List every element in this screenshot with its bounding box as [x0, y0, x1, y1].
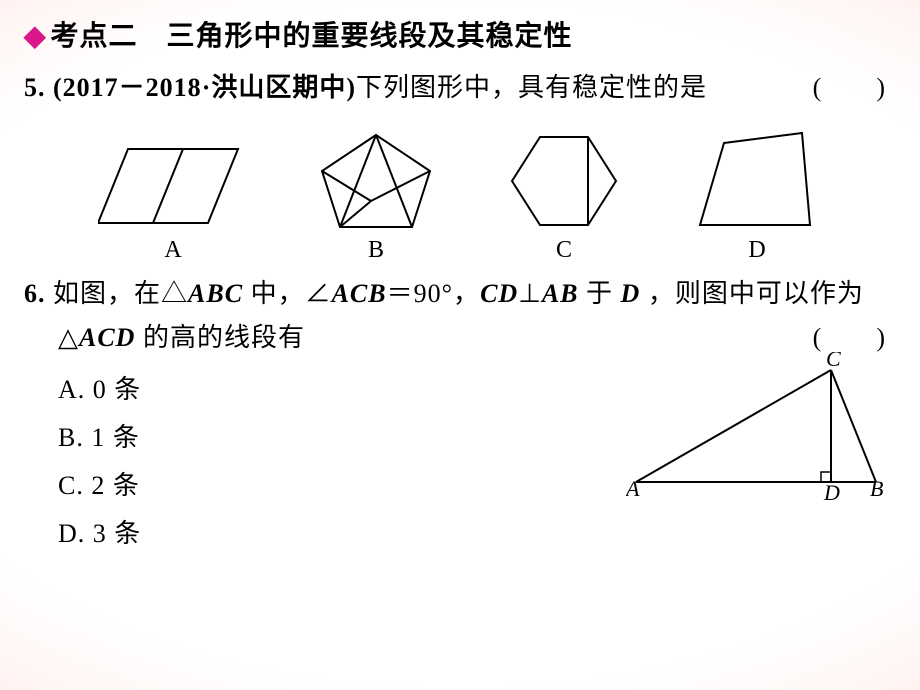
- q5-label-b: B: [368, 237, 384, 264]
- q5-option-b: B: [316, 131, 436, 264]
- q6-t1: 如图，在: [53, 279, 161, 308]
- q6-choice-d: D. 3 条: [58, 510, 896, 558]
- q5-label-d: D: [748, 237, 765, 264]
- q5-option-c: C: [504, 131, 624, 264]
- q5-stem: 5. (2017－2018·洪山区期中)下列图形中，具有稳定性的是 ( ): [24, 66, 896, 110]
- q6-end1: ，则图中可以作为: [648, 279, 864, 308]
- q5-figure-b: [316, 131, 436, 231]
- q6-fig-label-a: A: [626, 476, 640, 501]
- q5-paren: ( ): [813, 66, 886, 110]
- q6-ab: AB: [542, 279, 579, 308]
- q6-tri1: △: [161, 279, 188, 308]
- q5-number: 5.: [24, 73, 46, 102]
- q6-fig-label-c: C: [826, 352, 841, 371]
- q6-mid2: 于: [586, 279, 613, 308]
- q5-figure-d: [692, 131, 822, 231]
- q6-d: D: [621, 279, 641, 308]
- q5-src-sep: ·: [202, 73, 212, 102]
- q5-figure-c: [504, 131, 624, 231]
- q5-src-year: 2017－2018: [63, 73, 202, 102]
- q5-option-d: D: [692, 131, 822, 264]
- q6-end2: 的高的线段有: [143, 323, 305, 352]
- q6-90: 90°: [414, 279, 453, 308]
- q6-figure: A B C D: [626, 352, 886, 502]
- q6-abc: ABC: [188, 279, 243, 308]
- q6-acb: ACB: [332, 279, 387, 308]
- q6-mid1: 中，: [251, 279, 305, 308]
- q6-c1: ，: [453, 279, 480, 308]
- section-title: ◆考点二 三角形中的重要线段及其稳定性: [24, 14, 896, 54]
- q6-fig-label-b: B: [870, 476, 883, 501]
- q5-text: 下列图形中，具有稳定性的是: [356, 73, 707, 102]
- section-title-text: 考点二 三角形中的重要线段及其稳定性: [51, 21, 573, 52]
- q6-number: 6.: [24, 279, 46, 308]
- q6-tri2: △: [58, 323, 79, 352]
- q5-figure-a: [98, 141, 248, 231]
- q5-option-a: A: [98, 141, 248, 264]
- q6-angle: ∠: [305, 279, 332, 308]
- q5-src-name: 洪山区期中: [211, 73, 346, 102]
- page-content: ◆考点二 三角形中的重要线段及其稳定性 5. (2017－2018·洪山区期中)…: [0, 0, 920, 558]
- diamond-bullet: ◆: [24, 21, 47, 52]
- q6-eq: ＝: [387, 279, 414, 308]
- q5-src-close: ): [346, 73, 356, 102]
- q6-wrap: 6. 如图，在△ABC 中，∠ACB＝90°，CD⊥AB 于 D ，则图中可以作…: [24, 272, 896, 558]
- q6-fig-label-d: D: [823, 480, 840, 502]
- q5-options-row: A B C D: [64, 124, 856, 264]
- q6-cd: CD: [480, 279, 518, 308]
- q6-line1: 6. 如图，在△ABC 中，∠ACB＝90°，CD⊥AB 于 D ，则图中可以作…: [24, 272, 896, 316]
- q5-label-a: A: [164, 237, 181, 264]
- q5-label-c: C: [556, 237, 572, 264]
- q6-acd: ACD: [79, 323, 135, 352]
- q5-src-open: (: [53, 73, 63, 102]
- q6-perp: ⊥: [518, 279, 542, 308]
